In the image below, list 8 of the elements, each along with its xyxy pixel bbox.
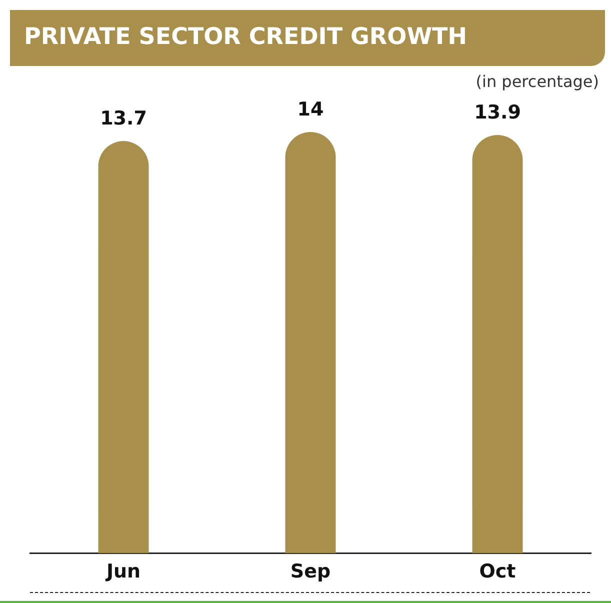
chart-subtitle: (in percentage) [476,72,599,91]
chart-title: PRIVATE SECTOR CREDIT GROWTH [10,10,605,66]
data-label: 14 [297,98,324,120]
data-label: 13.9 [474,101,521,124]
x-tick-label: Jun [104,560,141,583]
x-tick-label: Oct [479,560,516,583]
x-tick-label: Sep [290,560,331,583]
data-label: 13.7 [100,107,147,130]
